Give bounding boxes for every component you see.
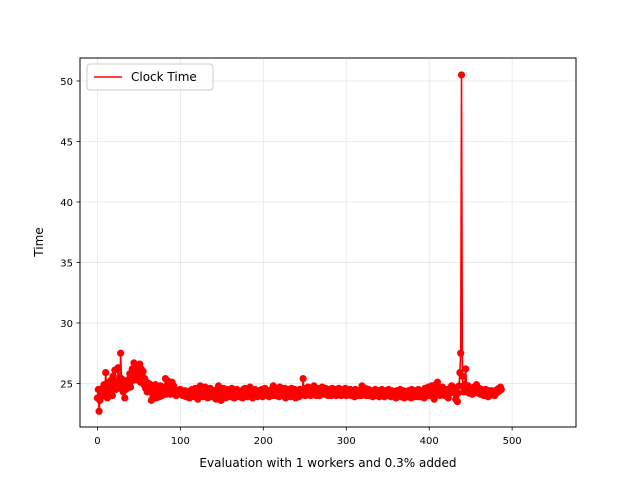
y-axis-label: Time	[32, 227, 46, 257]
data-point	[117, 349, 125, 357]
y-tick-label: 30	[60, 319, 73, 330]
data-point	[117, 375, 126, 383]
data-point	[453, 397, 461, 406]
x-tick-label: 100	[171, 436, 190, 447]
data-point	[121, 394, 129, 402]
x-axis: 0 100 200 300 400 500	[94, 427, 522, 447]
legend-label-clock-time: Clock Time	[131, 70, 197, 84]
data-point	[457, 349, 465, 357]
x-axis-label: Evaluation with 1 workers and 0.3% added	[199, 456, 456, 470]
y-tick-label: 40	[60, 198, 73, 209]
plot-frame	[79, 57, 577, 428]
data-point	[433, 378, 442, 386]
data-point	[114, 364, 122, 372]
data-point	[127, 383, 135, 391]
data-point	[462, 365, 470, 373]
data-point	[430, 395, 438, 403]
x-tick-label: 400	[420, 436, 439, 447]
legend-box	[86, 63, 214, 91]
grid	[80, 58, 576, 427]
y-tick-label: 50	[60, 77, 73, 88]
x-tick-label: 500	[503, 436, 522, 447]
data-point	[458, 372, 466, 380]
data-point	[95, 407, 103, 415]
series-layer	[93, 71, 505, 415]
legend: Clock Time	[86, 63, 214, 91]
data-point	[108, 391, 116, 400]
y-axis: 25 30 35 40 45 50	[60, 77, 80, 390]
data-point	[454, 389, 462, 397]
x-tick-label: 0	[94, 436, 100, 447]
y-tick-label: 25	[60, 379, 73, 390]
y-tick-label: 45	[60, 137, 73, 148]
data-point	[102, 368, 110, 377]
data-point	[457, 71, 466, 79]
data-point	[497, 385, 505, 394]
x-tick-label: 200	[254, 436, 273, 447]
y-tick-label: 35	[60, 258, 73, 269]
data-point	[299, 375, 307, 383]
data-point	[139, 367, 147, 375]
x-tick-label: 300	[337, 436, 356, 447]
